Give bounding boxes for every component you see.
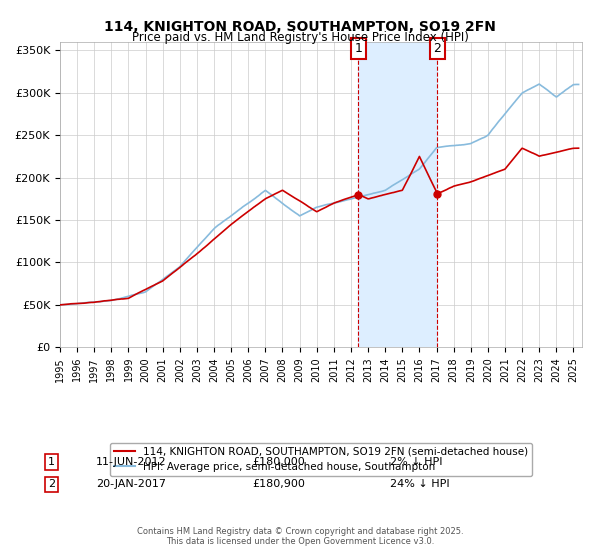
Text: 24% ↓ HPI: 24% ↓ HPI [390, 479, 449, 489]
Text: 2: 2 [433, 42, 442, 55]
Text: 2: 2 [48, 479, 55, 489]
Text: 2% ↓ HPI: 2% ↓ HPI [390, 457, 443, 467]
Bar [358, 42, 437, 347]
Text: 11-JUN-2012: 11-JUN-2012 [96, 457, 167, 467]
Text: 20-JAN-2017: 20-JAN-2017 [96, 479, 166, 489]
Legend: 114, KNIGHTON ROAD, SOUTHAMPTON, SO19 2FN (semi-detached house), HPI: Average pr: 114, KNIGHTON ROAD, SOUTHAMPTON, SO19 2F… [110, 443, 532, 476]
Text: Price paid vs. HM Land Registry's House Price Index (HPI): Price paid vs. HM Land Registry's House … [131, 31, 469, 44]
Text: 1: 1 [48, 457, 55, 467]
Text: Contains HM Land Registry data © Crown copyright and database right 2025.
This d: Contains HM Land Registry data © Crown c… [137, 526, 463, 546]
Text: £180,000: £180,000 [252, 457, 305, 467]
Text: 1: 1 [355, 42, 362, 55]
Text: 114, KNIGHTON ROAD, SOUTHAMPTON, SO19 2FN: 114, KNIGHTON ROAD, SOUTHAMPTON, SO19 2F… [104, 20, 496, 34]
Text: £180,900: £180,900 [252, 479, 305, 489]
